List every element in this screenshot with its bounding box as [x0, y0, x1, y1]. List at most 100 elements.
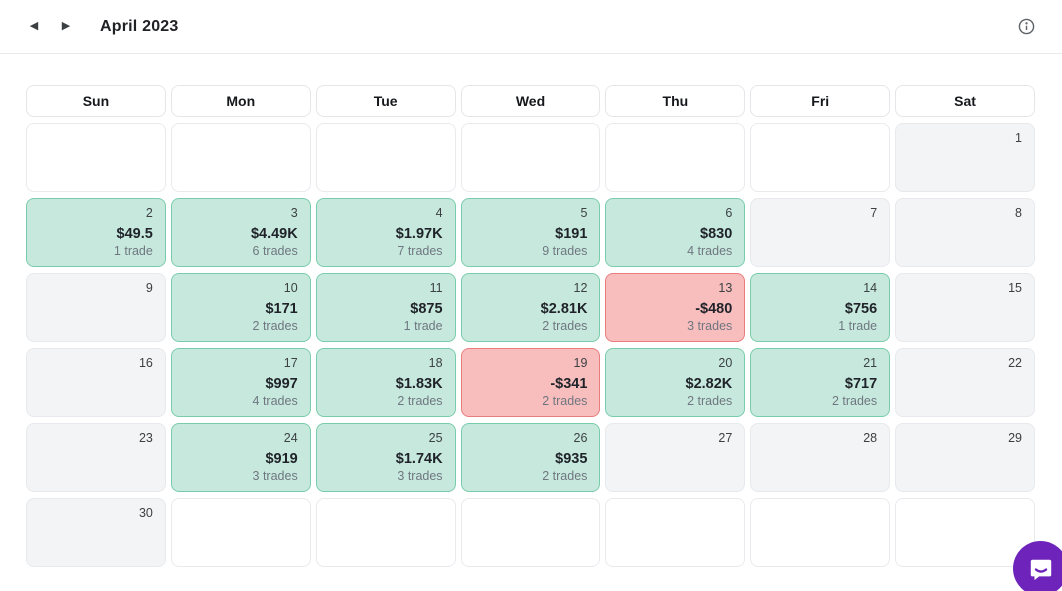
daily-trade-count: 3 trades	[252, 469, 298, 483]
day-number: 3	[290, 206, 298, 220]
daily-trade-count: 1 trade	[403, 319, 443, 333]
daily-pnl-value: -$341	[550, 376, 588, 392]
day-header-fri: Fri	[750, 85, 891, 117]
day-header-mon: Mon	[170, 85, 311, 117]
calendar-cell-day-26[interactable]: 26 $935 2 trades	[460, 423, 601, 492]
day-header-wed: Wed	[460, 85, 601, 117]
chat-bubble-icon	[1030, 559, 1051, 580]
month-title: April 2023	[100, 17, 179, 35]
calendar-cell-outside	[170, 498, 311, 567]
calendar-cell-day-24[interactable]: 24 $919 3 trades	[170, 423, 311, 492]
prev-month-button[interactable]: ◀	[22, 15, 46, 39]
chevron-right-icon: ▶	[61, 20, 71, 32]
daily-pnl-value: $935	[555, 451, 588, 467]
calendar-cell-outside	[315, 498, 456, 567]
daily-trade-count: 1 trade	[113, 244, 153, 258]
daily-trade-count: 2 trades	[542, 469, 588, 483]
daily-pnl-value: $875	[410, 301, 443, 317]
daily-trade-count: 6 trades	[252, 244, 298, 258]
day-number: 18	[428, 356, 443, 370]
calendar-cell-day-21[interactable]: 21 $717 2 trades	[750, 348, 891, 417]
calendar-cell-day-5[interactable]: 5 $191 9 trades	[460, 198, 601, 267]
day-number: 6	[725, 206, 733, 220]
calendar-cell-day-13[interactable]: 13 -$480 3 trades	[605, 273, 746, 342]
daily-pnl-value: $997	[265, 376, 298, 392]
calendar-cell-day-23[interactable]: 23	[26, 423, 166, 492]
day-number: 7	[870, 206, 878, 220]
calendar-cell-day-22[interactable]: 22	[895, 348, 1035, 417]
daily-pnl-value: $756	[844, 301, 878, 317]
daily-pnl-value: $919	[265, 451, 298, 467]
calendar-cell-day-18[interactable]: 18 $1.83K 2 trades	[315, 348, 456, 417]
day-number: 24	[283, 431, 298, 445]
calendar-cell-outside	[895, 498, 1035, 567]
daily-trade-count: 9 trades	[542, 244, 588, 258]
calendar-cell-day-16[interactable]: 16	[26, 348, 166, 417]
day-number: 26	[573, 431, 588, 445]
daily-trade-count: 2 trades	[542, 319, 588, 333]
calendar-cell-day-7[interactable]: 7	[750, 198, 891, 267]
calendar-cell-day-30[interactable]: 30	[26, 498, 166, 567]
day-header-sun: Sun	[26, 85, 166, 117]
daily-trade-count: 7 trades	[397, 244, 443, 258]
day-header-sat: Sat	[895, 85, 1035, 117]
top-bar: ◀ ▶ April 2023	[0, 0, 1062, 54]
day-number: 12	[573, 281, 588, 295]
daily-pnl-value: $191	[555, 226, 588, 242]
daily-trade-count: 4 trades	[252, 394, 298, 408]
calendar-cell-day-9[interactable]: 9	[26, 273, 166, 342]
daily-pnl-value: $4.49K	[250, 226, 298, 242]
calendar-cell-day-14[interactable]: 14 $756 1 trade	[750, 273, 891, 342]
info-icon	[1018, 18, 1034, 35]
calendar-cell-outside	[460, 498, 601, 567]
calendar-cell-outside	[460, 123, 601, 192]
daily-trade-count: 2 trades	[687, 394, 733, 408]
day-number: 27	[718, 431, 733, 445]
calendar-cell-day-25[interactable]: 25 $1.74K 3 trades	[315, 423, 456, 492]
daily-pnl-value: $2.82K	[685, 376, 733, 392]
day-number: 22	[1008, 356, 1022, 370]
day-number: 8	[1015, 206, 1022, 220]
calendar-cell-outside	[750, 123, 891, 192]
daily-trade-count: 2 trades	[542, 394, 588, 408]
info-button[interactable]	[1012, 13, 1040, 41]
day-number: 20	[718, 356, 733, 370]
calendar-cell-day-19[interactable]: 19 -$341 2 trades	[460, 348, 601, 417]
calendar-cell-outside	[605, 123, 746, 192]
day-number: 21	[863, 356, 878, 370]
day-number: 5	[580, 206, 588, 220]
calendar-cell-day-10[interactable]: 10 $171 2 trades	[170, 273, 311, 342]
day-number: 11	[429, 281, 443, 295]
daily-trade-count: 1 trade	[838, 319, 878, 333]
daily-trade-count: 2 trades	[397, 394, 443, 408]
calendar-cell-day-11[interactable]: 11 $875 1 trade	[315, 273, 456, 342]
calendar-cell-day-15[interactable]: 15	[895, 273, 1035, 342]
calendar-cell-day-20[interactable]: 20 $2.82K 2 trades	[605, 348, 746, 417]
daily-pnl-value: -$480	[695, 301, 733, 317]
calendar-cell-day-6[interactable]: 6 $830 4 trades	[605, 198, 746, 267]
calendar-cell-day-3[interactable]: 3 $4.49K 6 trades	[170, 198, 311, 267]
calendar-cell-day-29[interactable]: 29	[895, 423, 1035, 492]
daily-pnl-value: $1.97K	[395, 226, 443, 242]
calendar-grid: Sun Mon Tue Wed Thu Fri Sat 1 2 $49.5 1 trade 3 $4.4…	[26, 85, 1035, 567]
next-month-button[interactable]: ▶	[54, 15, 78, 39]
daily-pnl-value: $49.5	[116, 226, 153, 242]
day-number: 25	[428, 431, 443, 445]
daily-trade-count: 3 trades	[397, 469, 443, 483]
calendar-cell-day-1[interactable]: 1	[895, 123, 1035, 192]
day-number: 16	[138, 356, 153, 370]
calendar-cell-day-28[interactable]: 28	[750, 423, 891, 492]
calendar-cell-day-8[interactable]: 8	[895, 198, 1035, 267]
day-number: 2	[145, 206, 153, 220]
daily-trade-count: 3 trades	[687, 319, 733, 333]
day-number: 14	[863, 281, 878, 295]
day-number: 10	[283, 281, 298, 295]
chat-launcher-button[interactable]	[1013, 541, 1062, 591]
calendar-cell-day-12[interactable]: 12 $2.81K 2 trades	[460, 273, 601, 342]
daily-pnl-value: $2.81K	[540, 301, 588, 317]
calendar-cell-day-2[interactable]: 2 $49.5 1 trade	[26, 198, 166, 267]
day-number: 29	[1008, 431, 1022, 445]
calendar-cell-day-4[interactable]: 4 $1.97K 7 trades	[315, 198, 456, 267]
calendar-cell-day-27[interactable]: 27	[605, 423, 746, 492]
calendar-cell-day-17[interactable]: 17 $997 4 trades	[170, 348, 311, 417]
